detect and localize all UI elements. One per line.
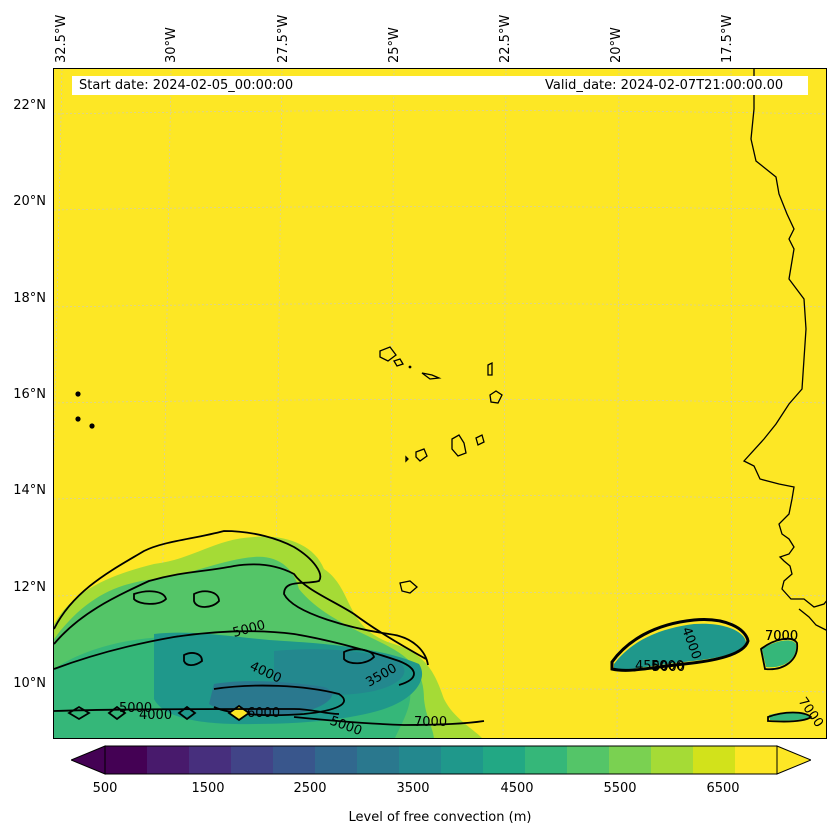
contour-diamond-1 — [67, 705, 91, 721]
contour-label: 4500 — [635, 659, 668, 674]
contour-east-cell-2 — [760, 637, 798, 671]
colorbar-segment — [189, 746, 232, 774]
lon-label-22-5w: 22.5°W — [498, 14, 513, 63]
contour-5000-west — [54, 630, 415, 686]
lon-label-20w: 20°W — [609, 27, 624, 63]
island-dot — [89, 423, 95, 429]
colorbar-tick: 6500 — [706, 781, 740, 796]
small-islands — [75, 365, 412, 429]
contour-label: 5000 — [652, 660, 685, 675]
cape-verde-santiago — [451, 434, 467, 457]
cape-verde-sao-nicolau — [421, 372, 442, 380]
lat-label-12n: 12°N — [13, 580, 46, 595]
colorbar-tick: 2500 — [293, 781, 327, 796]
colorbar-segment — [483, 746, 526, 774]
colorbar-segment — [735, 746, 778, 774]
start-date-text: Start date: 2024-02-05_00:00:00 — [79, 78, 294, 93]
lon-label-30w: 30°W — [164, 27, 179, 63]
lat-label-14n: 14°N — [13, 483, 46, 498]
island-dot — [75, 391, 81, 397]
colorbar-tick: 5500 — [603, 781, 637, 796]
cape-verde-sao-vicente — [393, 358, 404, 367]
contour-label: 5000 — [119, 701, 152, 716]
lon-label-17-5w: 17.5°W — [720, 14, 735, 63]
field-3500-band — [274, 649, 405, 696]
colorbar-tick: 500 — [92, 781, 118, 796]
colorbar-over-arrow — [776, 745, 811, 775]
colorbar-tick: 1500 — [191, 781, 225, 796]
colorbar-segment — [357, 746, 400, 774]
lfc-filled-field — [54, 536, 810, 738]
africa-coast — [742, 69, 826, 608]
colorbar-segment — [567, 746, 610, 774]
lon-label-25w: 25°W — [387, 27, 402, 63]
cape-verde-sal — [487, 361, 493, 376]
contour-small-1 — [133, 590, 167, 605]
colorbar-segment — [525, 746, 568, 774]
contour-label: 6000 — [247, 706, 280, 721]
colorbar-label: Level of free convection (m) — [348, 810, 532, 825]
colorbar-segment — [651, 746, 694, 774]
lon-label-32-5w: 32.5°W — [54, 14, 69, 63]
contour-small-3 — [343, 648, 375, 665]
colorbar-segment — [441, 746, 484, 774]
contour-small-2 — [193, 590, 220, 608]
cape-verde-boa-vista — [489, 390, 503, 404]
contour-6000-west — [54, 563, 427, 660]
lat-label-10n: 10°N — [13, 676, 46, 691]
map-canvas: 5000 4000 3500 5000 4000 6000 7000 5000 … — [54, 69, 826, 738]
contour-4000-west — [213, 684, 345, 717]
contour-7000-south — [293, 716, 485, 726]
header-info-box — [72, 76, 808, 95]
contour-label: 5000 — [651, 659, 684, 674]
contour-line-south — [54, 708, 340, 715]
colorbar-segment — [609, 746, 652, 774]
contour-east-cell-3 — [767, 711, 813, 723]
contour-label: 7000 — [414, 715, 447, 730]
field-east-cell-2 — [762, 640, 797, 668]
field-east-cell-1 — [614, 623, 746, 670]
lfc-contour-lines — [54, 530, 813, 726]
colorbar-segment — [147, 746, 190, 774]
contour-7000-west — [54, 530, 429, 666]
coastlines — [379, 69, 826, 631]
island-bijagos — [399, 580, 418, 594]
colorbar-segment — [105, 746, 148, 774]
cape-verde-brava — [405, 455, 409, 463]
island-dot — [408, 365, 412, 369]
lat-label-20n: 20°N — [13, 194, 46, 209]
colorbar-segment — [273, 746, 316, 774]
colorbar-segment — [399, 746, 442, 774]
contour-label: 7000 — [765, 629, 798, 644]
colorbar-segment — [231, 746, 274, 774]
contour-small-4 — [183, 652, 203, 667]
cape-verde-santo-antao — [379, 346, 397, 362]
colorbar-segment — [693, 746, 736, 774]
colorbar-segment — [315, 746, 358, 774]
colorbar-under-arrow — [71, 745, 106, 775]
valid-date-text: Valid_date: 2024-02-07T21:00:00.00 — [545, 78, 784, 93]
island-dot — [75, 416, 81, 422]
colorbar-tick: 3500 — [396, 781, 430, 796]
coast-south-east — [798, 608, 826, 631]
cape-verde-fogo — [415, 448, 428, 462]
lat-label-16n: 16°N — [13, 387, 46, 402]
lat-label-22n: 22°N — [13, 98, 46, 113]
contour-label: 7000 — [765, 629, 798, 644]
contour-east-cell-1 — [610, 618, 750, 672]
contour-label: 4000 — [139, 708, 172, 723]
lon-label-27-5w: 27.5°W — [276, 14, 291, 63]
colorbar — [71, 745, 811, 775]
lat-label-18n: 18°N — [13, 291, 46, 306]
colorbar-tick: 4500 — [500, 781, 534, 796]
map-area[interactable]: 5000 4000 3500 5000 4000 6000 7000 5000 … — [53, 68, 827, 739]
cape-verde-maio — [475, 434, 485, 446]
